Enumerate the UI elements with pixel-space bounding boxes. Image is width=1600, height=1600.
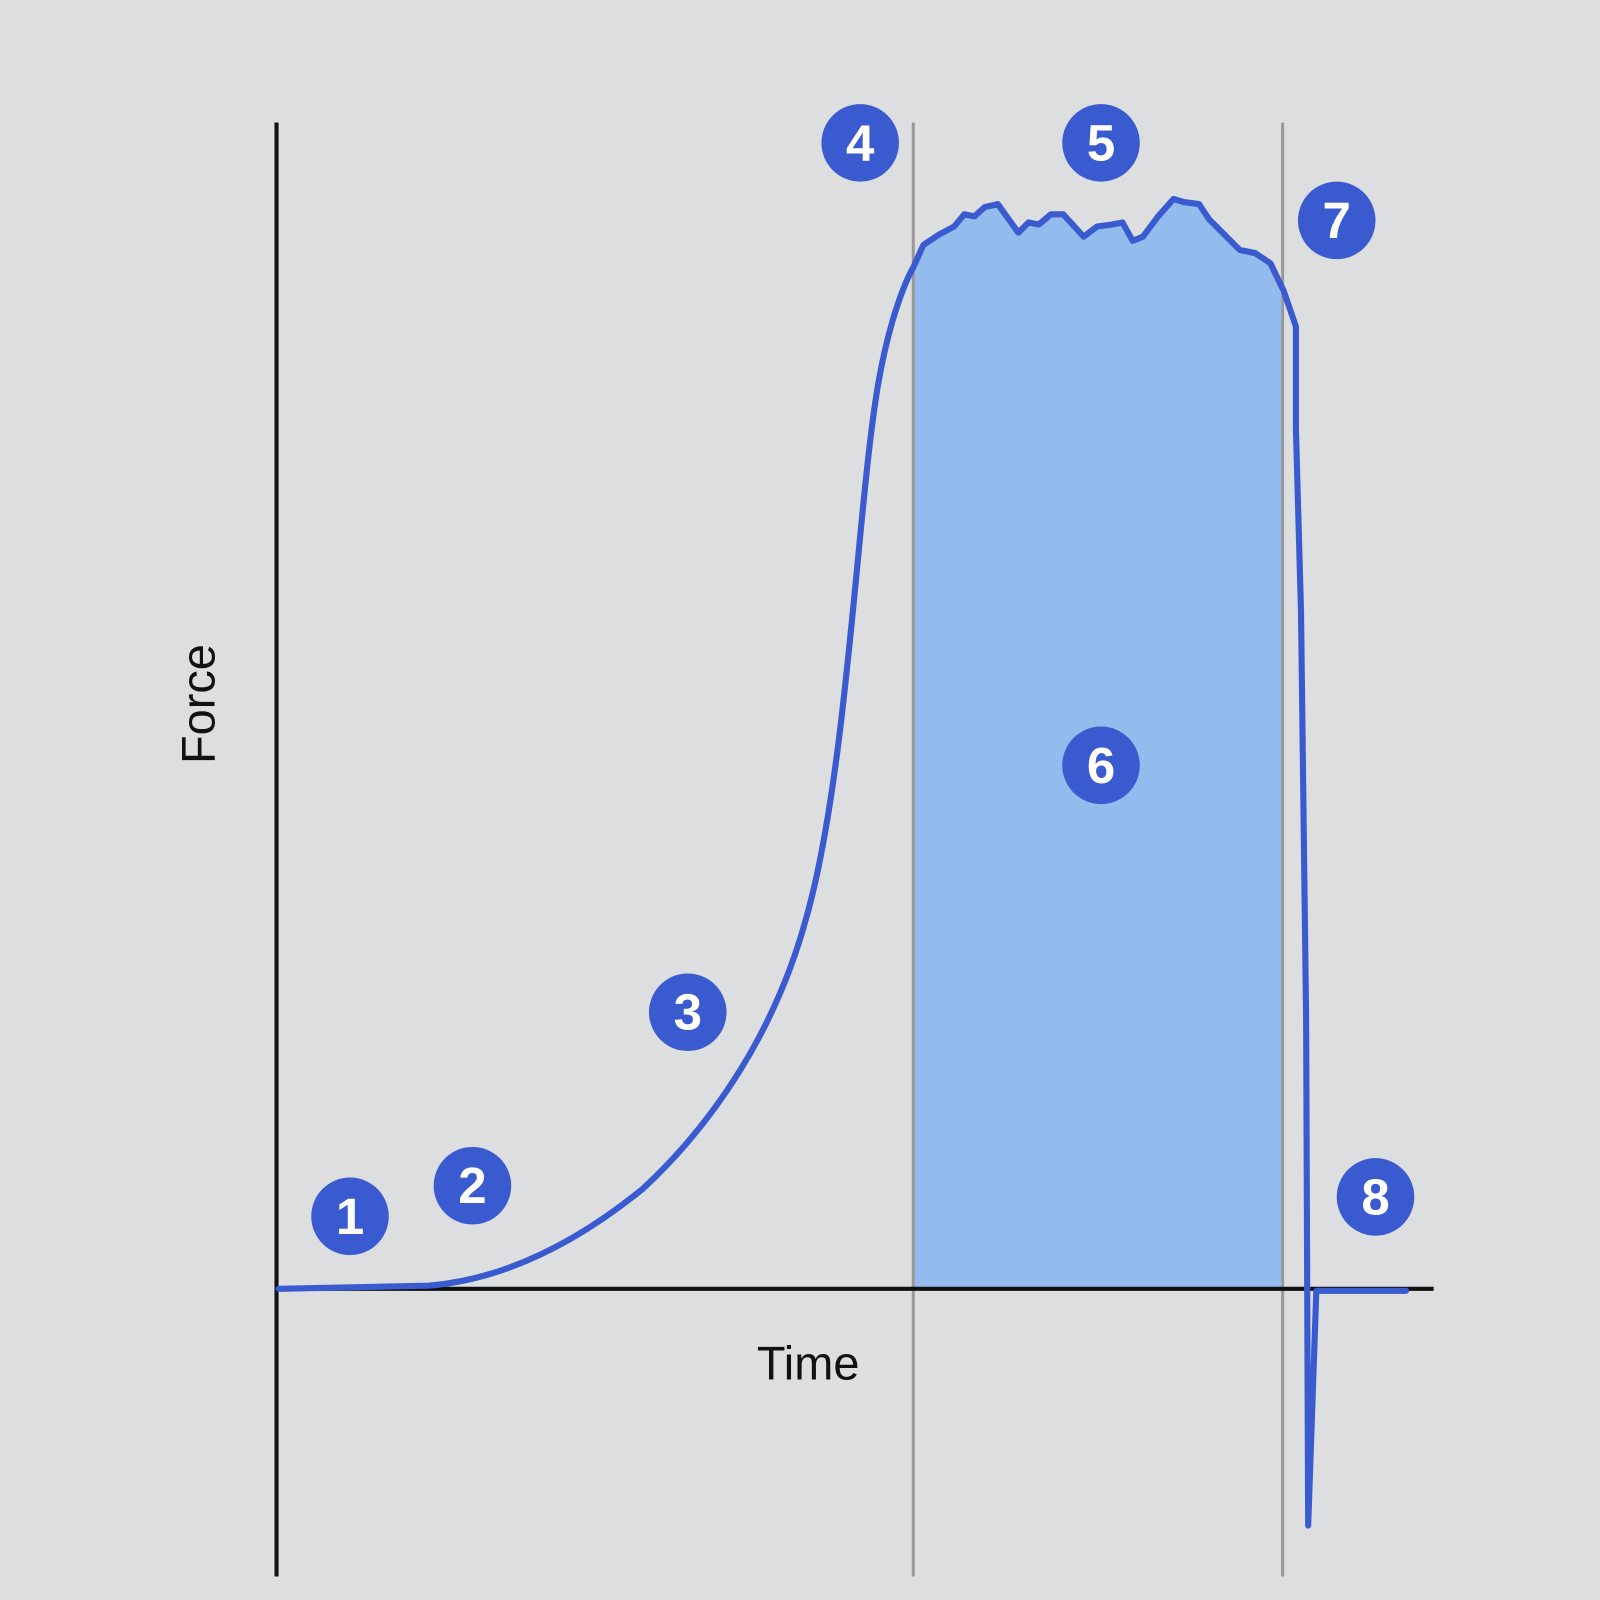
marker-label: 4 [846,114,875,171]
marker-label: 2 [458,1157,486,1214]
marker: 2 [433,1146,512,1225]
marker-label: 5 [1087,114,1115,171]
marker: 7 [1297,181,1376,260]
marker: 1 [311,1177,389,1256]
marker: 6 [1062,726,1140,805]
y-axis-label: Force [172,644,224,764]
marker-label: 7 [1323,192,1351,249]
x-axis-label: Time [757,1338,860,1390]
marker-label: 6 [1087,737,1115,794]
marker-label: 1 [336,1188,364,1245]
force-curve [275,195,1410,1529]
marker-label: 3 [674,984,702,1041]
marker: 8 [1336,1158,1415,1236]
marker: 4 [821,104,899,182]
marker: 3 [648,973,727,1052]
marker-label: 8 [1361,1168,1389,1225]
marker: 5 [1062,104,1140,182]
